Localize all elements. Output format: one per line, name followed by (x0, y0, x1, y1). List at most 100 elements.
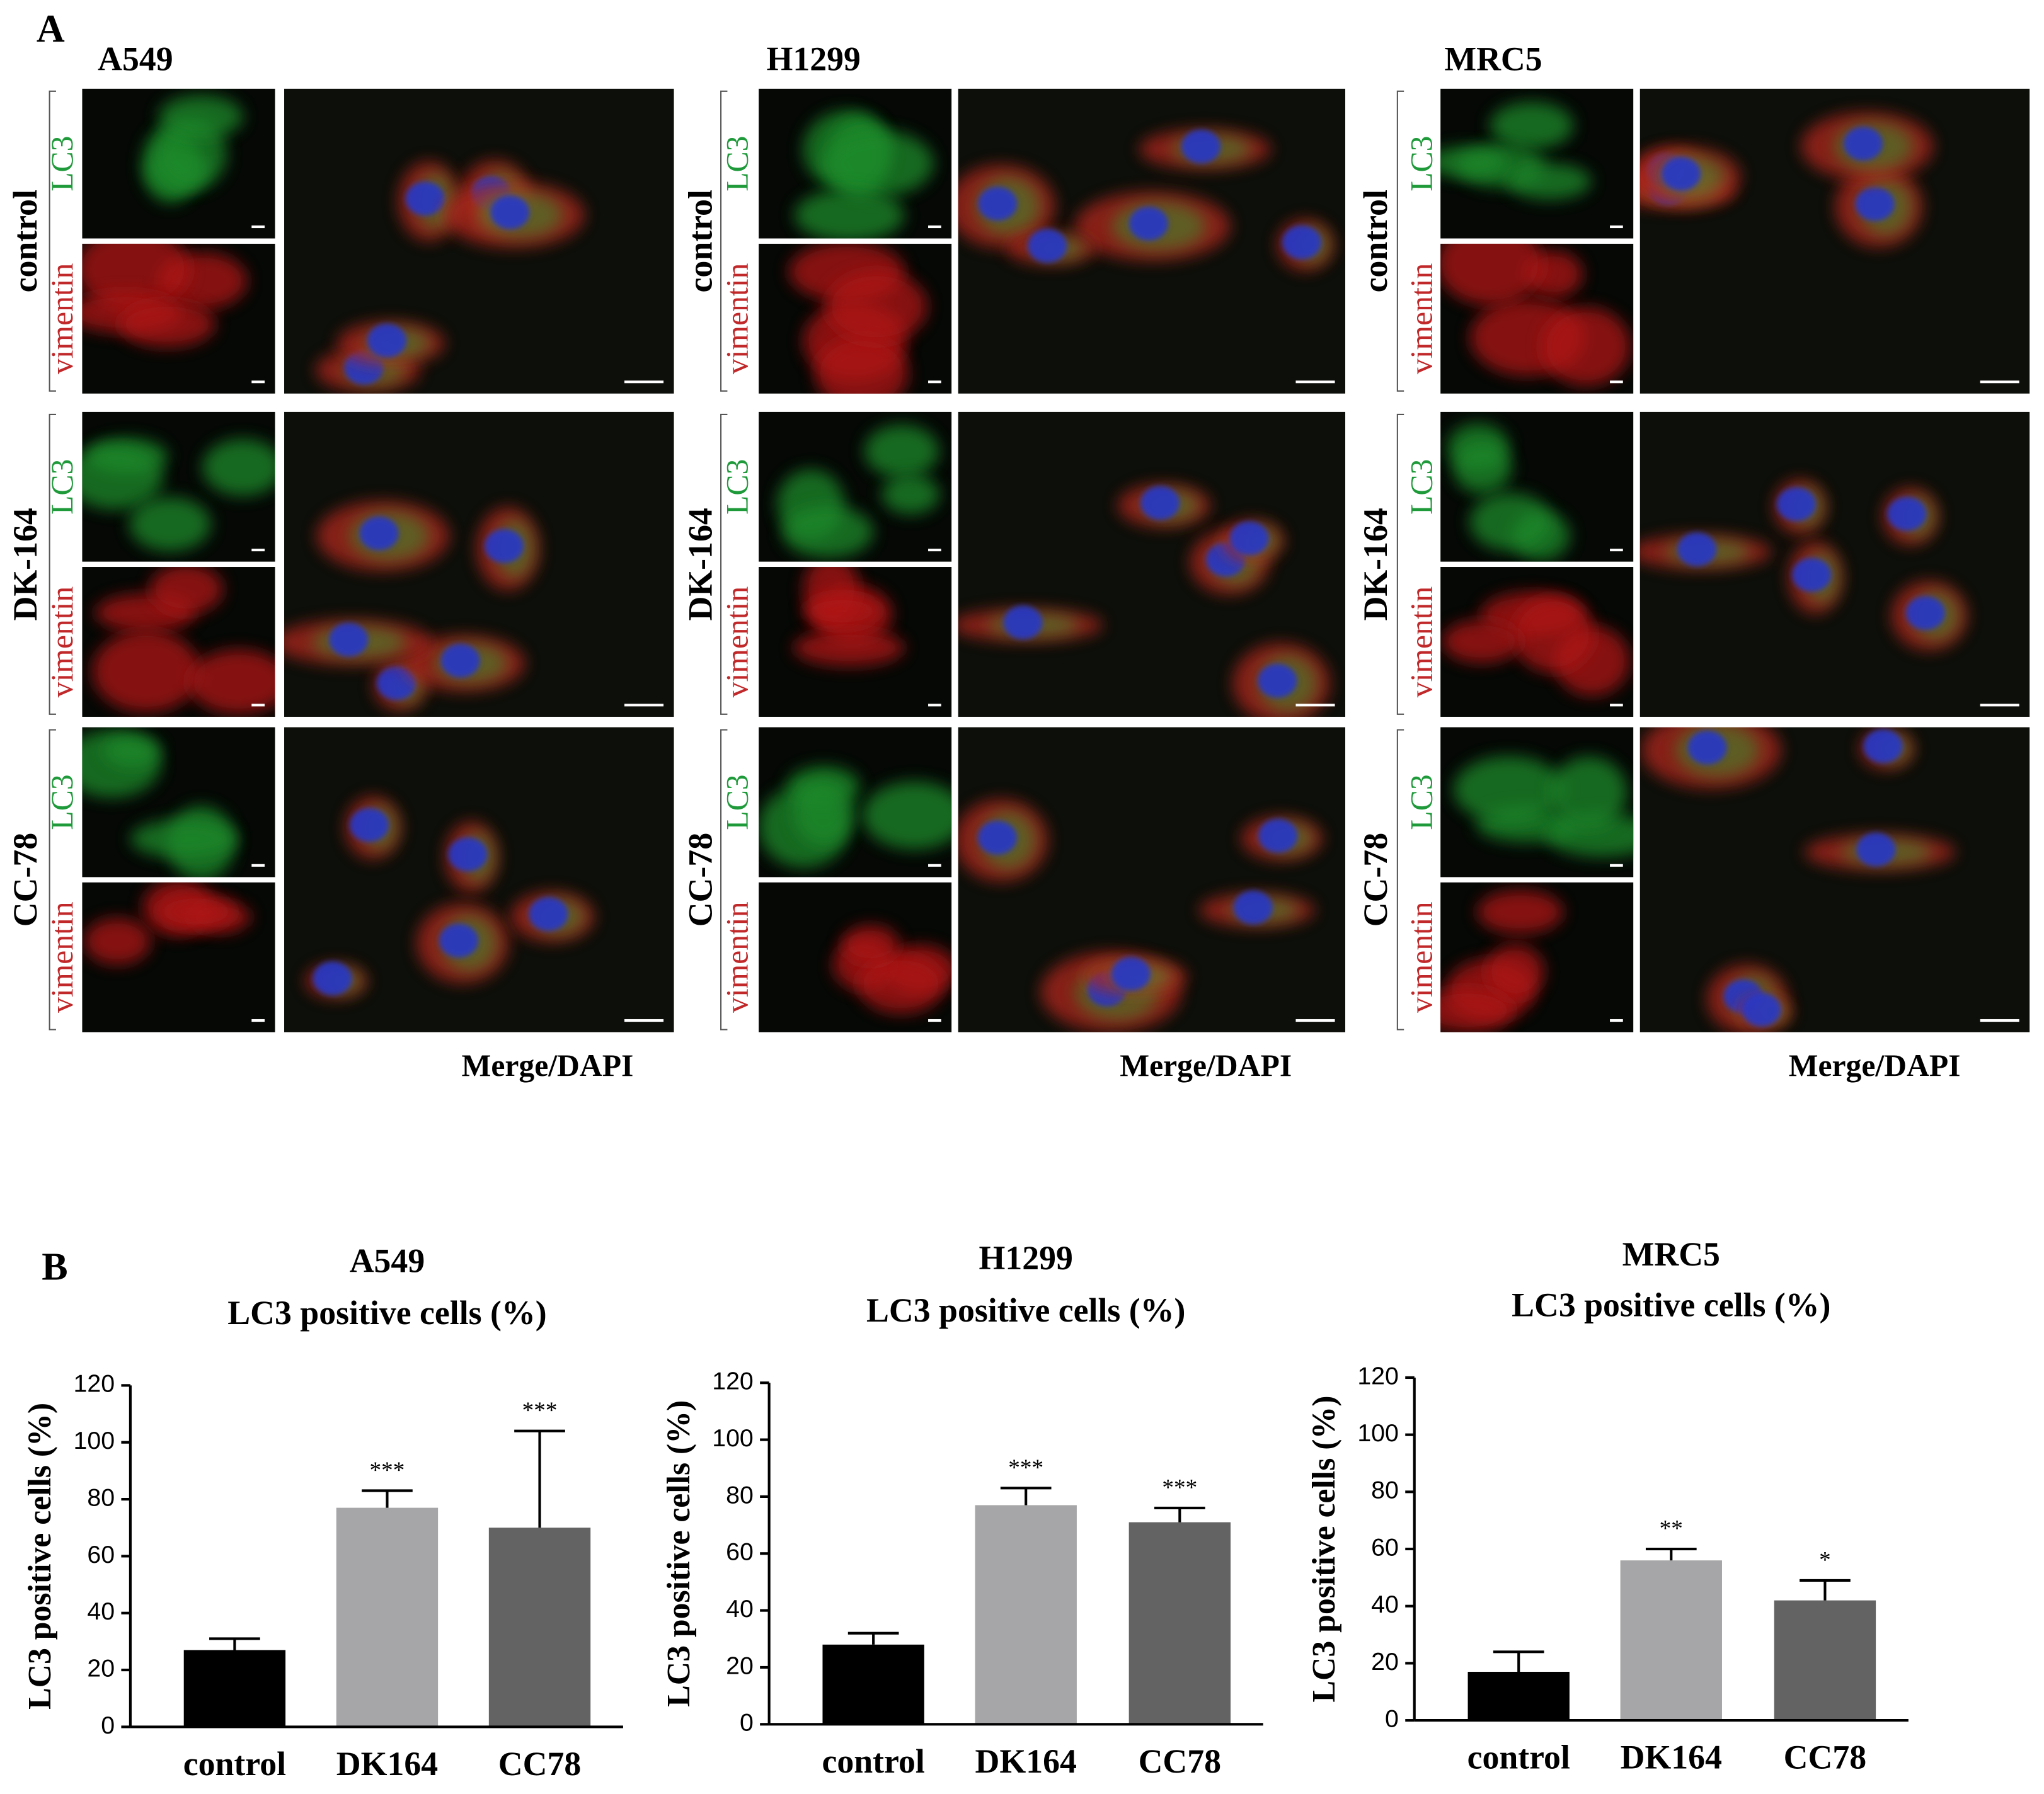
channel-label: LC3 (45, 136, 79, 191)
cell (822, 130, 934, 197)
micrograph (958, 88, 1346, 394)
nucleus (405, 181, 445, 216)
cell (1453, 441, 1512, 494)
scale-bar (251, 704, 265, 707)
chart-title: A549 (350, 1242, 425, 1279)
bracket (1396, 729, 1404, 1031)
bracket (720, 729, 728, 1031)
cell (793, 777, 854, 846)
x-tick-label: control (822, 1742, 924, 1780)
micrograph (958, 411, 1346, 717)
scale-bar (928, 1019, 941, 1022)
y-tick-label: 0 (101, 1711, 115, 1739)
bracket (49, 729, 56, 1031)
bracket (1396, 413, 1404, 715)
cell (1546, 813, 1634, 857)
micrograph (82, 88, 275, 239)
micrograph (82, 882, 275, 1032)
cell (864, 425, 939, 478)
scale-bar (928, 225, 941, 229)
cell (83, 918, 151, 965)
micrograph (82, 243, 275, 394)
micrograph (1440, 243, 1634, 394)
panel-label: A (37, 8, 65, 50)
channel-label: LC3 (1404, 459, 1439, 515)
channel-label: LC3 (720, 774, 755, 830)
channel-label: vimentin (720, 901, 755, 1013)
cell (130, 819, 238, 859)
channel-label: LC3 (1404, 774, 1439, 830)
y-axis-label: LC3 positive cells (%) (661, 1400, 697, 1707)
x-tick-label: CC78 (498, 1745, 581, 1783)
y-axis-label: LC3 positive cells (%) (1306, 1396, 1342, 1703)
row-label: CC-78 (6, 833, 44, 927)
cell (815, 335, 909, 394)
scale-bar (1980, 704, 2019, 707)
nucleus (1677, 532, 1717, 566)
nucleus (977, 821, 1017, 855)
merge-label: Merge/DAPI (1120, 1048, 1292, 1083)
y-tick-label: 40 (87, 1597, 115, 1625)
micrograph (284, 727, 674, 1032)
channel-label: LC3 (720, 459, 755, 515)
y-tick-label: 20 (726, 1652, 754, 1679)
cell (202, 438, 275, 496)
nucleus (1233, 890, 1273, 925)
micrograph (1440, 88, 1634, 239)
cell (1490, 101, 1574, 149)
micrograph (759, 567, 952, 717)
nucleus (529, 897, 568, 932)
bar (822, 1644, 924, 1725)
scale-bar (928, 549, 941, 552)
scale-bar (251, 1019, 265, 1022)
micrograph (759, 882, 952, 1032)
cell (149, 567, 223, 614)
nucleus (1003, 605, 1043, 640)
y-tick-label: 100 (73, 1427, 115, 1454)
bar (1774, 1600, 1876, 1721)
y-tick-label: 40 (726, 1595, 754, 1623)
y-tick-label: 20 (87, 1654, 115, 1682)
nucleus (1258, 663, 1297, 698)
merge-label: Merge/DAPI (1789, 1048, 1961, 1083)
nucleus (439, 923, 479, 958)
channel-label: vimentin (45, 901, 79, 1013)
cell (782, 506, 874, 558)
cell (1440, 988, 1513, 1032)
x-tick-label: DK164 (336, 1745, 438, 1783)
nucleus (1776, 487, 1816, 522)
y-tick-label: 20 (1371, 1648, 1399, 1676)
cell (188, 649, 275, 714)
cell (1469, 493, 1552, 551)
scale-bar (1980, 1019, 2019, 1022)
micrograph (284, 411, 674, 717)
cell (1507, 163, 1592, 200)
bar (1467, 1672, 1570, 1721)
y-tick-label: 0 (1385, 1705, 1399, 1732)
scale-bar (251, 225, 265, 229)
scale-bar (1610, 549, 1623, 552)
nucleus (1028, 229, 1067, 263)
micrograph (1639, 411, 2030, 717)
cell (119, 301, 215, 348)
scale-bar (1610, 704, 1623, 707)
cell (841, 925, 900, 964)
cell (826, 270, 927, 343)
x-tick-label: DK164 (975, 1742, 1077, 1780)
micrograph (958, 727, 1346, 1032)
y-axis-label: LC3 positive cells (%) (22, 1403, 58, 1710)
nucleus (329, 622, 369, 657)
row-label: DK-164 (1357, 508, 1394, 620)
scale-bar (251, 549, 265, 552)
x-tick-label: CC78 (1139, 1742, 1221, 1780)
scale-bar (251, 380, 265, 384)
cell (793, 629, 905, 666)
nucleus (440, 643, 480, 678)
bracket (1396, 90, 1404, 392)
y-tick-label: 0 (740, 1709, 754, 1737)
nucleus (1181, 129, 1221, 164)
merge-label: Merge/DAPI (461, 1048, 633, 1083)
bracket (49, 90, 56, 392)
nucleus (1863, 729, 1903, 763)
micrograph (1440, 882, 1634, 1032)
